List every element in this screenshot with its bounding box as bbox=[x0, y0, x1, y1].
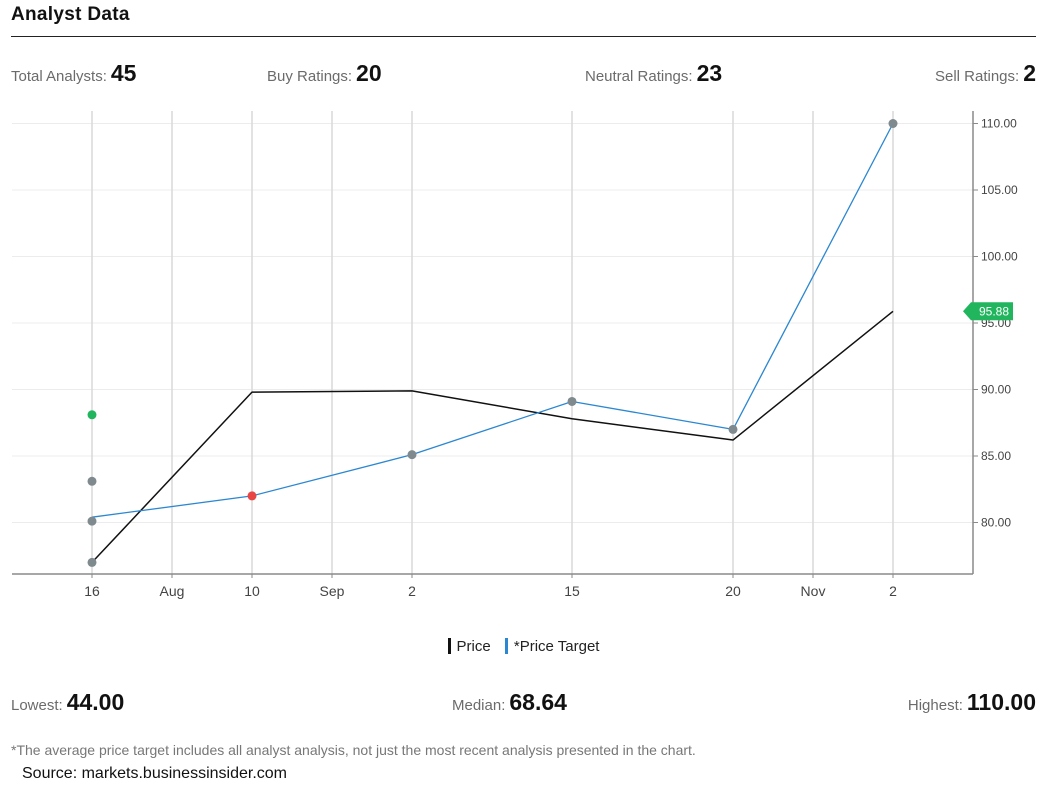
sell-rating-dot bbox=[247, 491, 257, 501]
title-divider bbox=[11, 36, 1036, 37]
sell-ratings-value: 2 bbox=[1023, 60, 1036, 86]
x-tick-label: 15 bbox=[564, 583, 580, 599]
highest-label: Highest: bbox=[907, 697, 963, 714]
lowest-value: 44.00 bbox=[66, 689, 125, 715]
y-tick-label: 85.00 bbox=[981, 449, 1011, 463]
hold-rating-dot bbox=[87, 557, 97, 567]
neutral-ratings-value: 23 bbox=[696, 60, 723, 86]
buy-rating-dot bbox=[87, 410, 97, 420]
median-value: 68.64 bbox=[509, 689, 567, 715]
current-price-badge: 95.88 bbox=[963, 302, 1013, 321]
y-tick-label: 100.00 bbox=[981, 250, 1018, 264]
neutral-ratings-label: Neutral Ratings: bbox=[585, 68, 693, 85]
legend-swatch-price-target bbox=[504, 638, 508, 654]
legend-item-price: Price bbox=[447, 638, 491, 655]
median-stat: Median: 68.64 bbox=[452, 689, 567, 716]
current-price-tag bbox=[963, 302, 1013, 321]
analyst-price-chart: 16 Aug 10 Sep 2 15 20 Nov 2 80.0085.0090.0095.00… bbox=[12, 111, 1018, 599]
legend-label-price-target: *Price Target bbox=[513, 638, 600, 655]
sell-ratings-stat: Sell Ratings: 2 bbox=[935, 60, 1036, 87]
y-tick-label: 80.00 bbox=[981, 516, 1011, 530]
legend-label-price: Price bbox=[456, 638, 491, 655]
source-credit: Source: markets.businessinsider.com bbox=[22, 765, 287, 782]
chart-grid bbox=[12, 111, 973, 574]
chart-axes bbox=[12, 111, 974, 575]
buy-ratings-stat: Buy Ratings: 20 bbox=[267, 60, 382, 87]
x-tick-label: 10 bbox=[244, 583, 260, 599]
highest-stat: Highest: 110.00 bbox=[908, 689, 1036, 716]
x-tick-label: 2 bbox=[408, 583, 416, 599]
x-tick-label: Aug bbox=[160, 583, 185, 599]
price-line bbox=[91, 310, 894, 563]
current-price-label: 95.88 bbox=[979, 304, 1009, 318]
x-axis-ticks: 16 Aug 10 Sep 2 15 20 Nov 2 bbox=[84, 574, 897, 599]
hold-rating-dot bbox=[87, 516, 97, 526]
lowest-stat: Lowest: 44.00 bbox=[11, 689, 124, 716]
buy-ratings-value: 20 bbox=[356, 60, 382, 86]
hold-rating-dot bbox=[87, 476, 97, 486]
median-label: Median: bbox=[452, 697, 506, 714]
chart-legend: Price *Price Target bbox=[0, 638, 1047, 655]
chart-series bbox=[91, 123, 894, 563]
buy-ratings-label: Buy Ratings: bbox=[267, 68, 353, 85]
footnote: *The average price target includes all a… bbox=[11, 742, 696, 758]
total-analysts-stat: Total Analysts: 45 bbox=[11, 60, 136, 87]
total-analysts-label: Total Analysts: bbox=[11, 68, 107, 85]
neutral-ratings-stat: Neutral Ratings: 23 bbox=[585, 60, 722, 87]
hold-rating-dot bbox=[888, 119, 898, 128]
y-tick-label: 105.00 bbox=[981, 183, 1018, 197]
hold-rating-dot bbox=[728, 424, 738, 434]
highest-value: 110.00 bbox=[966, 689, 1036, 715]
page-title: Analyst Data bbox=[11, 4, 130, 25]
y-tick-label: 90.00 bbox=[981, 383, 1011, 397]
y-tick-label: 110.00 bbox=[981, 117, 1017, 131]
price-target-line bbox=[91, 123, 894, 518]
sell-ratings-label: Sell Ratings: bbox=[934, 68, 1020, 85]
legend-swatch-price bbox=[447, 638, 451, 654]
lowest-label: Lowest: bbox=[11, 697, 63, 714]
hold-rating-dot bbox=[567, 396, 577, 406]
x-tick-label: 2 bbox=[889, 583, 897, 599]
legend-item-price-target: *Price Target bbox=[504, 638, 600, 655]
hold-rating-dot bbox=[407, 450, 417, 460]
x-tick-label: 20 bbox=[725, 583, 741, 599]
x-tick-label: 16 bbox=[84, 583, 100, 599]
total-analysts-value: 45 bbox=[110, 60, 137, 86]
x-tick-label: Nov bbox=[801, 583, 826, 599]
rating-dots bbox=[87, 119, 898, 567]
x-tick-label: Sep bbox=[320, 583, 345, 599]
